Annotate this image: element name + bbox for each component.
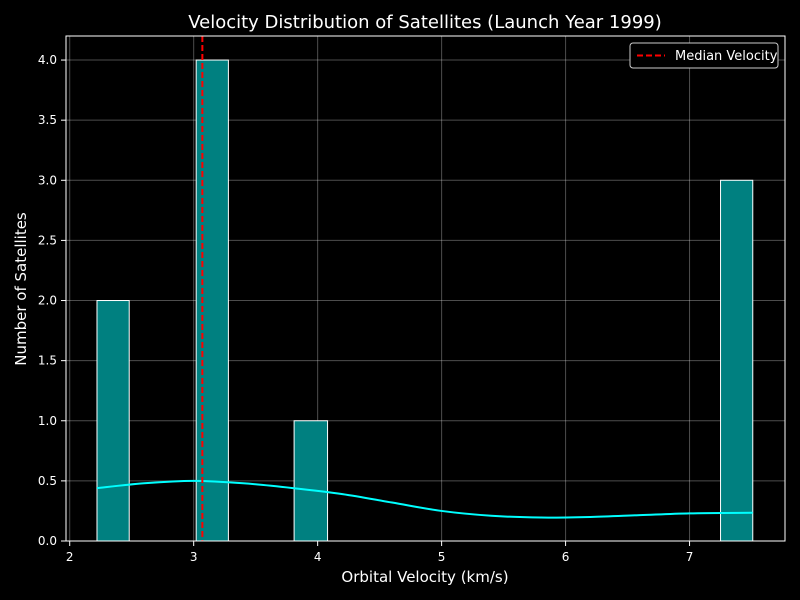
histogram-bar (195, 59, 229, 542)
x-tick-label: 5 (438, 550, 446, 564)
y-tick-label: 2.5 (38, 233, 57, 247)
y-tick-label: 1.0 (38, 414, 57, 428)
y-tick-label: 3.5 (38, 113, 57, 127)
y-tick-label: 1.5 (38, 354, 57, 368)
histogram-bar (96, 300, 130, 542)
x-tick-label: 2 (66, 550, 74, 564)
y-tick-label: 2.0 (38, 294, 57, 308)
x-axis-label: Orbital Velocity (km/s) (341, 568, 508, 586)
x-tick-label: 7 (686, 550, 694, 564)
x-tick-label: 6 (562, 550, 570, 564)
legend-median-label: Median Velocity (675, 49, 778, 64)
y-tick-label: 0.0 (38, 534, 57, 548)
histogram-bar (720, 179, 754, 542)
plot-frame (65, 35, 786, 542)
y-axis-label: Number of Satellites (12, 212, 30, 366)
kde-curve-layer (96, 479, 753, 519)
y-axis-ticks: 0.0 0.5 1.0 1.5 2.0 2.5 3.0 3.5 4.0 (38, 53, 66, 548)
histogram-bar (293, 420, 329, 542)
y-tick-label: 3.0 (38, 173, 57, 187)
x-tick-label: 3 (190, 550, 198, 564)
y-tick-label: 0.5 (38, 474, 57, 488)
y-tick-label: 4.0 (38, 53, 57, 67)
x-axis-ticks: 2 3 4 5 6 7 (66, 541, 693, 564)
chart-title: Velocity Distribution of Satellites (Lau… (188, 12, 662, 33)
x-tick-label: 4 (314, 550, 322, 564)
legend: Median Velocity (629, 42, 779, 69)
legend-box (629, 42, 779, 69)
kde-curve (96, 479, 753, 519)
